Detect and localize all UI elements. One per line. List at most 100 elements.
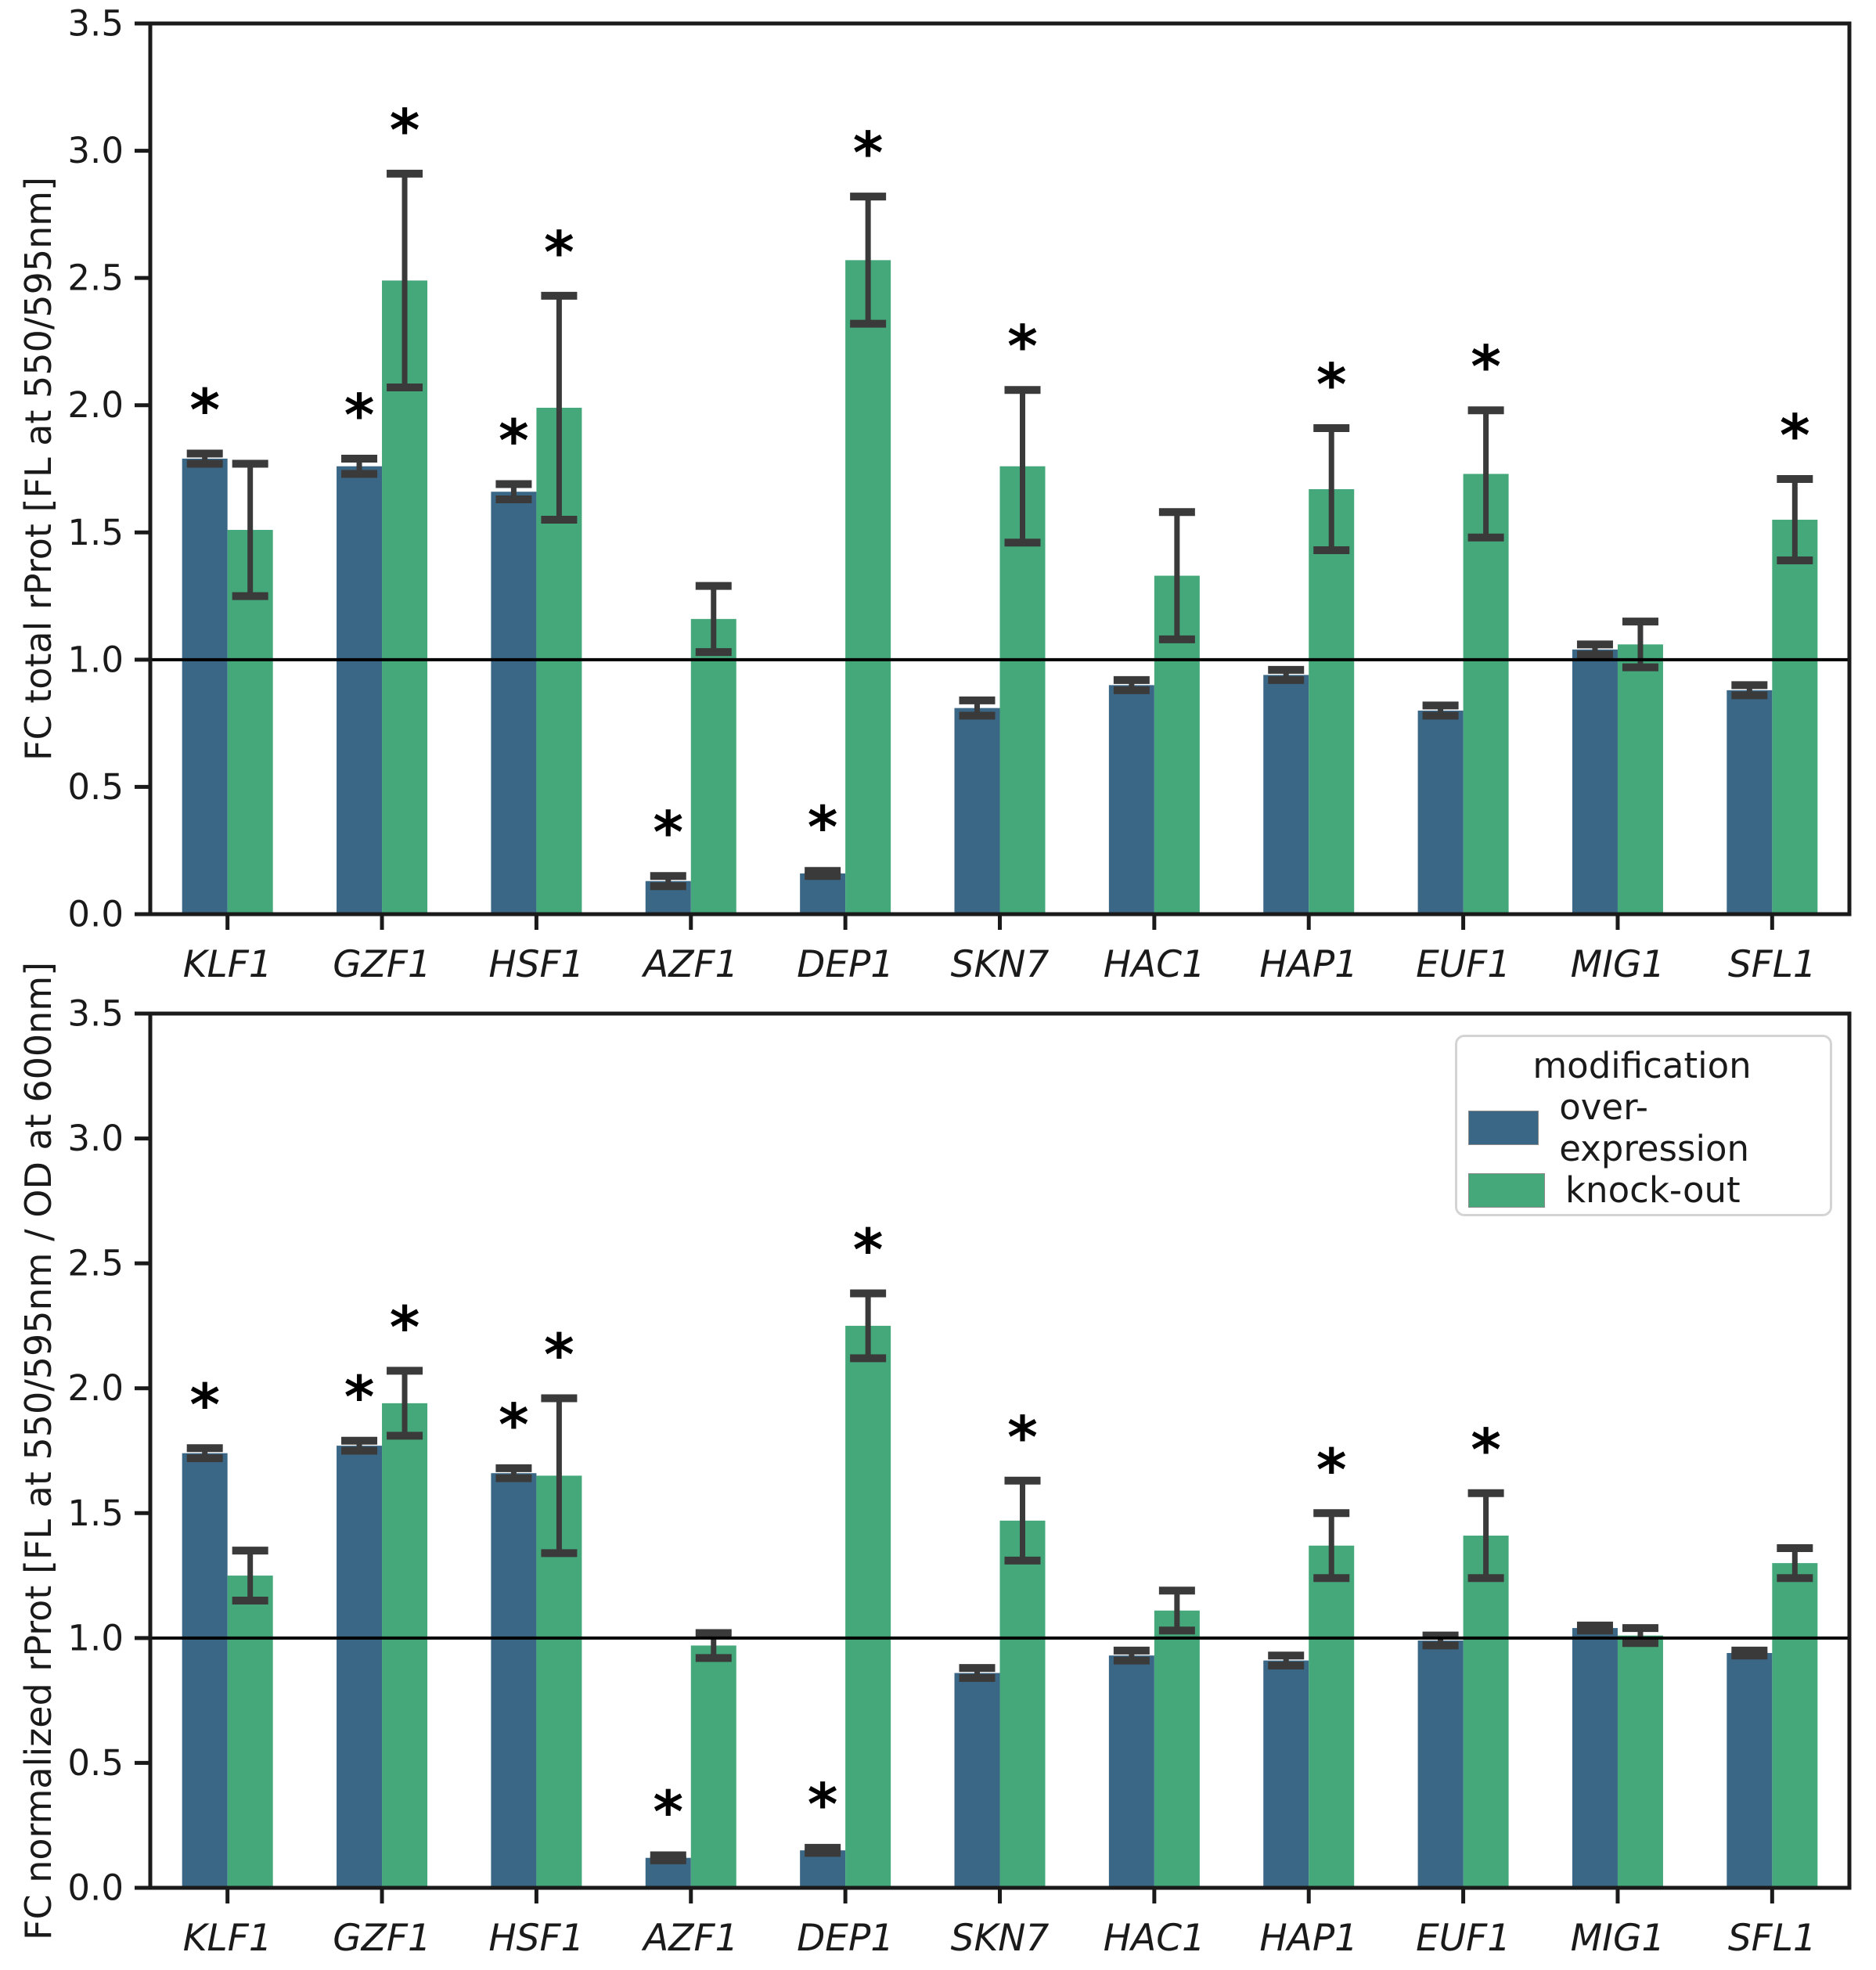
significance-asterisk-over-expression-DEP1: * [808, 1771, 838, 1839]
bar-knock-out-AZF1 [690, 618, 736, 914]
bar-knock-out-MIG1 [1617, 1635, 1663, 1888]
significance-asterisk-knock-out-SKN7: * [1007, 1404, 1038, 1471]
x-tick-label-top-HAP1: HAP1 [1259, 943, 1358, 986]
bar-knock-out-AZF1 [690, 1645, 736, 1888]
bar-knock-out-EUF1 [1463, 474, 1509, 914]
x-tick-label-bottom-EUF1: EUF1 [1416, 1917, 1511, 1960]
significance-asterisk-knock-out-SKN7: * [1007, 313, 1038, 380]
x-tick-label-bottom-KLF1: KLF1 [183, 1917, 272, 1960]
significance-asterisk-knock-out-EUF1: * [1471, 333, 1501, 401]
y-tick-label-bottom-3.0: 3.0 [67, 1118, 124, 1159]
bar-over-expression-KLF1 [182, 458, 228, 914]
x-tick-label-top-MIG1: MIG1 [1571, 943, 1665, 986]
x-tick-label-bottom-MIG1: MIG1 [1571, 1917, 1665, 1960]
bar-over-expression-HSF1 [491, 1473, 537, 1888]
significance-asterisk-knock-out-DEP1: * [853, 1216, 884, 1284]
significance-asterisk-over-expression-AZF1: * [653, 1779, 683, 1846]
bar-knock-out-HAP1 [1309, 489, 1355, 914]
significance-asterisk-over-expression-AZF1: * [653, 799, 683, 866]
x-tick-label-top-GZF1: GZF1 [333, 943, 431, 986]
y-tick-label-top-2.5: 2.5 [67, 258, 124, 299]
bar-knock-out-EUF1 [1463, 1536, 1509, 1888]
y-tick-label-bottom-3.5: 3.5 [67, 993, 124, 1035]
bar-knock-out-HAP1 [1309, 1545, 1355, 1888]
x-tick-label-top-SFL1: SFL1 [1728, 943, 1817, 986]
x-tick-label-top-AZF1: AZF1 [641, 943, 738, 986]
bar-knock-out-MIG1 [1617, 644, 1663, 914]
bar-over-expression-HAC1 [1108, 685, 1154, 914]
legend-title: modification [1532, 1045, 1752, 1086]
legend-entry-knock-out: knock-out [1468, 1169, 1816, 1211]
y-tick-label-top-2.0: 2.0 [67, 384, 124, 426]
y-axis-label-top: FC total rProt [FL at 550/595nm] [17, 176, 59, 762]
bar-over-expression-KLF1 [182, 1453, 228, 1888]
significance-asterisk-knock-out-EUF1: * [1471, 1417, 1501, 1484]
significance-asterisk-knock-out-HAP1: * [1316, 351, 1347, 419]
x-tick-label-bottom-AZF1: AZF1 [641, 1917, 738, 1960]
significance-asterisk-over-expression-DEP1: * [808, 794, 838, 862]
x-tick-label-bottom-HSF1: HSF1 [488, 1917, 584, 1960]
significance-asterisk-over-expression-HSF1: * [499, 1392, 529, 1459]
legend: modification over-expression knock-out [1455, 1035, 1832, 1216]
x-tick-label-bottom-DEP1: DEP1 [797, 1917, 894, 1960]
bar-knock-out-KLF1 [227, 1576, 273, 1888]
x-tick-label-bottom-HAP1: HAP1 [1259, 1917, 1358, 1960]
x-tick-label-top-SKN7: SKN7 [951, 943, 1050, 986]
y-tick-label-bottom-2.5: 2.5 [67, 1243, 124, 1284]
y-tick-label-top-3.0: 3.0 [67, 130, 124, 171]
y-tick-label-bottom-0.0: 0.0 [67, 1867, 124, 1909]
significance-asterisk-knock-out-HAP1: * [1316, 1436, 1347, 1504]
bar-over-expression-HAP1 [1263, 1660, 1309, 1888]
y-tick-label-top-0.5: 0.5 [67, 766, 124, 808]
legend-entry-over-expression: over-expression [1468, 1086, 1816, 1169]
bar-knock-out-SFL1 [1772, 1563, 1818, 1888]
bar-over-expression-EUF1 [1417, 1640, 1464, 1888]
x-tick-label-top-DEP1: DEP1 [797, 943, 894, 986]
x-tick-label-bottom-SFL1: SFL1 [1728, 1917, 1817, 1960]
significance-asterisk-over-expression-GZF1: * [344, 1364, 375, 1432]
x-tick-label-bottom-GZF1: GZF1 [333, 1917, 431, 1960]
bar-over-expression-HSF1 [491, 492, 537, 914]
bar-knock-out-SFL1 [1772, 520, 1818, 914]
y-tick-label-top-3.5: 3.5 [67, 3, 124, 45]
significance-asterisk-knock-out-HSF1: * [544, 1321, 574, 1388]
bar-over-expression-HAP1 [1263, 675, 1309, 914]
bar-over-expression-MIG1 [1572, 649, 1618, 914]
legend-label-knock-out: knock-out [1565, 1169, 1741, 1211]
bar-over-expression-SFL1 [1727, 1653, 1773, 1888]
legend-label-over-expression: over-expression [1559, 1086, 1749, 1169]
bar-over-expression-EUF1 [1417, 710, 1464, 914]
bar-over-expression-DEP1 [800, 873, 846, 914]
significance-asterisk-knock-out-GZF1: * [390, 97, 420, 164]
legend-swatch-knock-out [1468, 1172, 1545, 1208]
bar-over-expression-GZF1 [337, 466, 383, 914]
x-tick-label-top-EUF1: EUF1 [1416, 943, 1511, 986]
bar-over-expression-SKN7 [954, 708, 1000, 914]
x-tick-label-top-HAC1: HAC1 [1104, 943, 1205, 986]
significance-asterisk-knock-out-SFL1: * [1780, 402, 1810, 470]
y-tick-label-bottom-1.5: 1.5 [67, 1493, 124, 1534]
y-tick-label-bottom-2.0: 2.0 [67, 1367, 124, 1409]
bar-over-expression-SFL1 [1727, 690, 1773, 914]
significance-asterisk-over-expression-GZF1: * [344, 382, 375, 449]
significance-asterisk-over-expression-KLF1: * [189, 1371, 220, 1439]
y-axis-label-bottom: FC normalized rProt [FL at 550/595nm / O… [17, 961, 59, 1940]
bar-knock-out-GZF1 [382, 1403, 428, 1888]
bar-over-expression-SKN7 [954, 1673, 1000, 1888]
significance-asterisk-over-expression-HSF1: * [499, 408, 529, 475]
y-tick-label-bottom-1.0: 1.0 [67, 1617, 124, 1658]
significance-asterisk-knock-out-HSF1: * [544, 219, 574, 286]
bar-over-expression-MIG1 [1572, 1628, 1618, 1888]
y-tick-label-top-0.0: 0.0 [67, 894, 124, 935]
significance-asterisk-knock-out-GZF1: * [390, 1294, 420, 1361]
bar-over-expression-GZF1 [337, 1446, 383, 1888]
y-tick-label-top-1.0: 1.0 [67, 639, 124, 680]
bar-knock-out-DEP1 [845, 1325, 891, 1888]
significance-asterisk-knock-out-DEP1: * [853, 120, 884, 187]
x-tick-label-top-KLF1: KLF1 [183, 943, 272, 986]
x-tick-label-bottom-SKN7: SKN7 [951, 1917, 1050, 1960]
bar-knock-out-DEP1 [845, 260, 891, 915]
bar-knock-out-HAC1 [1154, 1610, 1200, 1888]
y-tick-label-bottom-0.5: 0.5 [67, 1742, 124, 1784]
significance-asterisk-over-expression-KLF1: * [189, 376, 220, 444]
